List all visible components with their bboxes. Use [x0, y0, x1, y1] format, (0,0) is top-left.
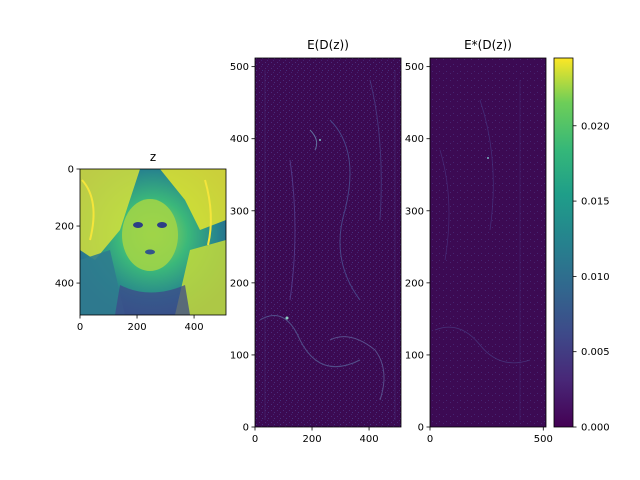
y-tick-label: 500 [230, 62, 249, 73]
panel-edz-y-ticks: 0 100 200 300 400 500 [230, 62, 255, 434]
panel-estar: E*(D(z)) 0 500 0 100 200 300 400 500 [405, 38, 553, 445]
y-tick-label: 400 [405, 134, 424, 145]
panel-edz-image [255, 58, 401, 427]
y-tick-label: 400 [230, 134, 249, 145]
x-tick-label: 0 [252, 434, 258, 445]
panel-estar-x-ticks: 0 500 [427, 427, 553, 445]
panel-estar-image [430, 58, 546, 427]
colorbar-tick-label: 0.005 [581, 347, 610, 358]
panel-estar-title: E*(D(z)) [464, 38, 512, 52]
colorbar-ticks: 0.000 0.005 0.010 0.015 0.020 [573, 121, 610, 434]
panel-z-title: z [150, 150, 156, 164]
y-tick-label: 100 [405, 350, 424, 361]
colorbar: 0.000 0.005 0.010 0.015 0.020 [553, 57, 610, 434]
y-tick-label: 0 [68, 165, 74, 176]
x-tick-label: 400 [185, 322, 204, 333]
y-tick-label: 200 [405, 278, 424, 289]
y-tick-label: 400 [55, 279, 74, 290]
colorbar-gradient [554, 58, 573, 427]
panel-edz-title: E(D(z)) [307, 38, 349, 52]
y-tick-label: 0 [243, 423, 249, 434]
x-tick-label: 0 [77, 322, 83, 333]
panel-estar-frame [429, 57, 547, 428]
y-tick-label: 500 [405, 62, 424, 73]
panel-edz-frame [254, 57, 402, 428]
x-tick-label: 400 [360, 434, 379, 445]
x-tick-label: 200 [302, 434, 321, 445]
y-tick-label: 0 [418, 423, 424, 434]
y-tick-label: 300 [230, 206, 249, 217]
panel-z: z 0 200 400 0 200 400 [55, 150, 227, 333]
panel-edz: E(D(z)) 0 200 400 0 100 200 300 400 500 [230, 38, 402, 445]
colorbar-tick-label: 0.010 [581, 272, 610, 283]
panel-z-image [80, 169, 226, 315]
colorbar-tick-label: 0.000 [581, 423, 610, 434]
y-tick-label: 200 [55, 222, 74, 233]
panel-estar-y-ticks: 0 100 200 300 400 500 [405, 62, 430, 434]
y-tick-label: 200 [230, 278, 249, 289]
panel-edz-x-ticks: 0 200 400 [252, 427, 379, 445]
y-tick-label: 300 [405, 206, 424, 217]
panel-z-x-ticks: 0 200 400 [77, 315, 204, 333]
colorbar-tick-label: 0.015 [581, 197, 610, 208]
panel-z-y-ticks: 0 200 400 [55, 165, 80, 290]
colorbar-tick-label: 0.020 [581, 121, 610, 132]
panel-z-frame [79, 168, 227, 316]
x-tick-label: 500 [534, 434, 553, 445]
y-tick-label: 100 [230, 350, 249, 361]
colorbar-frame [553, 57, 574, 428]
x-tick-label: 0 [427, 434, 433, 445]
x-tick-label: 200 [127, 322, 146, 333]
